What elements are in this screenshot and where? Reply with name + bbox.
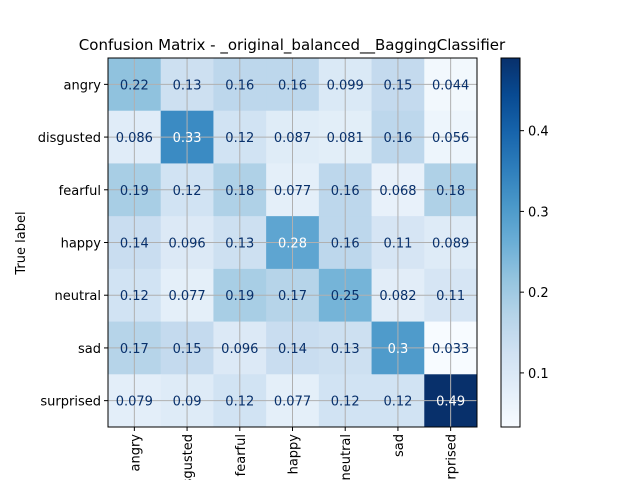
y-tick-label: happy — [61, 237, 102, 252]
cell-value-label: 0.12 — [120, 289, 149, 304]
cell-value-label: 0.11 — [436, 289, 465, 304]
cell-value-label: 0.096 — [221, 342, 258, 357]
x-tick-label: angry — [128, 434, 143, 472]
cell-value-label: 0.25 — [331, 289, 360, 304]
cell-value-label: 0.077 — [168, 289, 205, 304]
cell-value-label: 0.13 — [173, 78, 202, 93]
cell-value-label: 0.12 — [383, 395, 412, 410]
cell-value-label: 0.12 — [225, 131, 254, 146]
cell-value-label: 0.18 — [225, 184, 254, 199]
cell-value-label: 0.13 — [225, 237, 254, 252]
cell-value-label: 0.17 — [120, 342, 149, 357]
x-tick-label: surprised — [445, 434, 460, 480]
y-tick-label: disgusted — [38, 131, 101, 146]
cell-value-label: 0.096 — [168, 237, 205, 252]
cell-value-label: 0.12 — [225, 395, 254, 410]
cell-value-label: 0.14 — [120, 237, 149, 252]
y-tick-label: sad — [78, 342, 101, 357]
cell-value-label: 0.16 — [225, 78, 254, 93]
cell-value-label: 0.077 — [274, 184, 311, 199]
cell-value-labels: 0.22 0.13 0.16 0.16 0.099 0.15 0.044 0.086 0.33 0… — [116, 78, 470, 409]
colorbar-tick-label: 0.2 — [528, 286, 549, 301]
cell-value-label: 0.16 — [278, 78, 307, 93]
colorbar-tick-label: 0.1 — [528, 367, 549, 382]
cell-value-label: 0.33 — [173, 131, 202, 146]
x-tick-label: neutral — [339, 434, 354, 480]
cell-value-label: 0.16 — [383, 131, 412, 146]
cell-value-label: 0.28 — [278, 237, 307, 252]
y-axis-ticks: angry disgusted fearful happy neutral sad surp… — [38, 78, 108, 410]
cell-value-label: 0.079 — [116, 395, 153, 410]
y-tick-label: neutral — [55, 289, 102, 304]
cell-value-label: 0.068 — [379, 184, 416, 199]
cell-value-label: 0.081 — [327, 131, 364, 146]
colorbar — [500, 57, 521, 428]
cell-value-label: 0.056 — [432, 131, 469, 146]
colorbar-ticks: 0.1 0.2 0.3 0.4 — [520, 125, 549, 382]
chart-title: Confusion Matrix - _original_balanced__B… — [79, 36, 506, 55]
y-tick-label: angry — [64, 78, 102, 93]
cell-value-label: 0.11 — [383, 237, 412, 252]
cell-value-label: 0.19 — [120, 184, 149, 199]
x-tick-label: fearful — [234, 434, 249, 476]
colorbar-tick-label: 0.4 — [528, 125, 549, 140]
x-tick-label: disgusted — [181, 434, 196, 480]
cell-value-label: 0.099 — [327, 78, 364, 93]
cell-value-label: 0.15 — [173, 342, 202, 357]
cell-value-label: 0.077 — [274, 395, 311, 410]
cell-value-label: 0.16 — [331, 237, 360, 252]
cell-value-label: 0.14 — [278, 342, 307, 357]
cell-value-label: 0.087 — [274, 131, 311, 146]
cell-value-label: 0.17 — [278, 289, 307, 304]
cell-value-label: 0.15 — [383, 78, 412, 93]
grid-lines — [108, 58, 477, 427]
cell-value-label: 0.3 — [388, 342, 409, 357]
cell-value-label: 0.086 — [116, 131, 153, 146]
cell-value-label: 0.12 — [173, 184, 202, 199]
cell-value-label: 0.49 — [436, 395, 465, 410]
y-tick-label: fearful — [59, 184, 101, 199]
cell-value-label: 0.19 — [225, 289, 254, 304]
x-tick-label: sad — [392, 434, 407, 457]
cell-value-label: 0.09 — [173, 395, 202, 410]
cell-value-label: 0.16 — [331, 184, 360, 199]
x-axis-ticks: angry disgusted fearful happy neutral sad surp… — [128, 427, 460, 480]
cell-value-label: 0.089 — [432, 237, 469, 252]
cell-value-label: 0.044 — [432, 78, 469, 93]
cell-value-label: 0.033 — [432, 342, 469, 357]
colorbar-tick-label: 0.3 — [528, 205, 549, 220]
y-tick-label: surprised — [40, 395, 101, 410]
cell-value-label: 0.18 — [436, 184, 465, 199]
cell-value-label: 0.13 — [331, 342, 360, 357]
cell-value-label: 0.082 — [379, 289, 416, 304]
cell-value-label: 0.12 — [331, 395, 360, 410]
cell-value-label: 0.22 — [120, 78, 149, 93]
y-axis-title: True label — [14, 211, 29, 275]
x-tick-label: happy — [287, 434, 302, 475]
